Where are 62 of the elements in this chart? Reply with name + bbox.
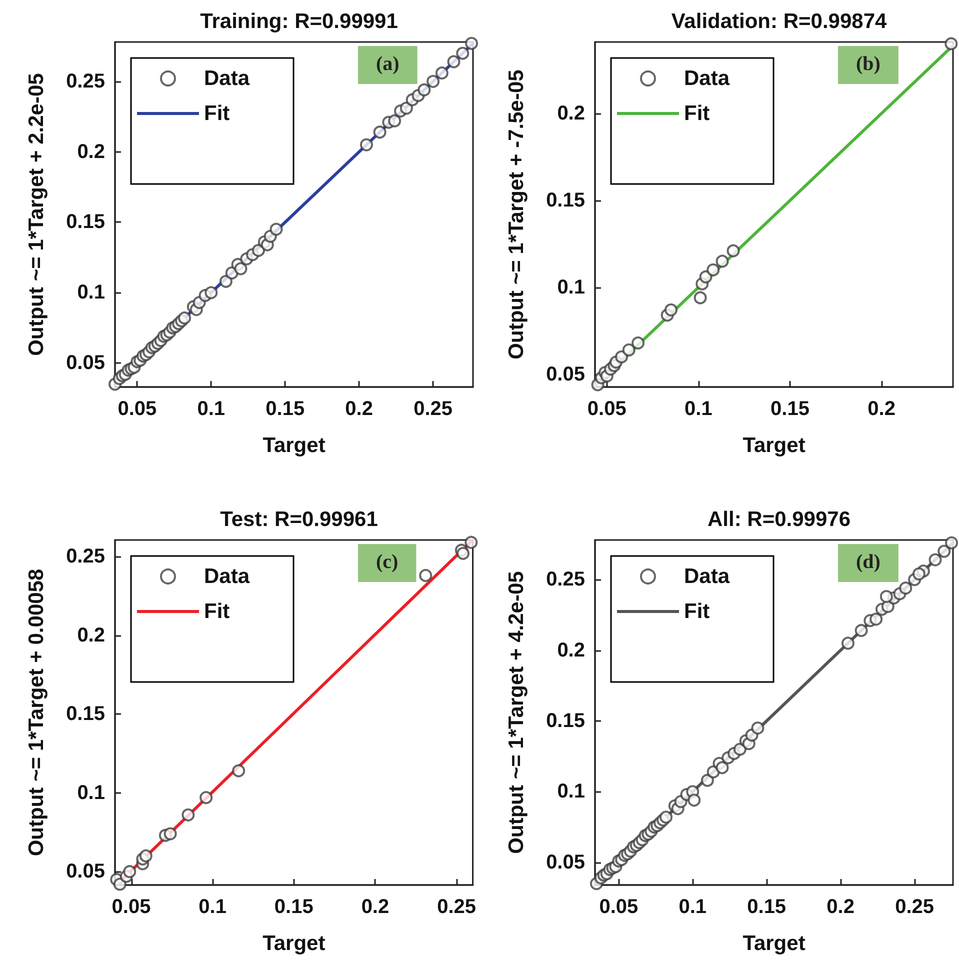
legend-label: Fit <box>204 600 230 623</box>
x-axis-title: Target <box>742 932 806 955</box>
y-axis-title: Output ~= 1*Target + 2.2e-05 <box>25 72 48 356</box>
y-tick-label: 0.05 <box>66 860 105 883</box>
x-tick-label: 0.1 <box>678 896 707 918</box>
legend-label: Fit <box>204 102 230 125</box>
legend-label: Data <box>684 565 730 588</box>
y-tick-label: 0.2 <box>77 140 105 163</box>
y-tick-label: 0.1 <box>77 782 105 804</box>
y-tick-label: 0.2 <box>77 624 105 646</box>
legend-label: Fit <box>684 600 710 623</box>
x-axis-title: Target <box>262 932 326 955</box>
y-tick-label: 0.15 <box>546 189 585 212</box>
x-tick-label: 0.2 <box>868 398 896 420</box>
annotation: (b) <box>856 53 880 75</box>
y-tick-label: 0.15 <box>66 211 105 234</box>
legend-label: Data <box>684 67 730 90</box>
legend-label: Data <box>204 565 250 588</box>
x-tick-label: 0.2 <box>345 398 373 420</box>
y-tick-label: 0.25 <box>66 546 105 568</box>
x-tick-label: 0.05 <box>587 398 626 420</box>
x-tick-label: 0.1 <box>198 896 226 918</box>
y-tick-label: 0.25 <box>546 568 585 591</box>
annotation: (c) <box>376 551 398 573</box>
y-tick-label: 0.05 <box>546 363 585 386</box>
y-tick-label: 0.2 <box>557 102 585 124</box>
y-axis-title: Output ~= 1*Target + 0.00058 <box>25 568 48 856</box>
chart-title: Test: R=0.99961 <box>220 508 378 531</box>
y-tick-label: 0.1 <box>557 276 585 298</box>
legend-label: Data <box>204 67 250 90</box>
x-axis-title: Target <box>742 434 806 457</box>
x-tick-label: 0.15 <box>266 398 305 420</box>
x-tick-label: 0.25 <box>437 896 476 918</box>
x-tick-label: 0.15 <box>770 398 810 420</box>
y-axis-title: Output ~= 1*Target + 4.2e-05 <box>505 570 528 854</box>
y-tick-label: 0.25 <box>66 70 105 92</box>
x-tick-label: 0.2 <box>361 896 390 918</box>
chart-title: Training: R=0.99991 <box>200 10 398 33</box>
chart-title: Validation: R=0.99874 <box>671 10 887 33</box>
y-tick-label: 0.1 <box>77 282 105 304</box>
x-tick-label: 0.15 <box>274 896 314 918</box>
legend-label: Fit <box>684 102 710 125</box>
annotation: (a) <box>376 53 400 75</box>
y-tick-label: 0.05 <box>546 851 585 874</box>
y-tick-label: 0.15 <box>546 710 585 732</box>
y-tick-label: 0.2 <box>557 639 585 662</box>
x-tick-label: 0.25 <box>895 896 934 918</box>
x-axis-title: Target <box>262 434 326 457</box>
x-tick-label: 0.15 <box>747 896 786 918</box>
x-tick-label: 0.1 <box>197 398 226 420</box>
x-tick-label: 0.05 <box>118 398 157 420</box>
x-tick-label: 0.2 <box>826 896 854 918</box>
x-tick-label: 0.1 <box>684 398 712 420</box>
chart-title: All: R=0.99976 <box>707 508 851 531</box>
x-tick-label: 0.05 <box>599 896 638 918</box>
y-tick-label: 0.1 <box>557 780 585 803</box>
x-tick-label: 0.05 <box>112 896 151 918</box>
y-tick-label: 0.05 <box>66 352 105 374</box>
x-tick-label: 0.25 <box>414 398 453 420</box>
annotation: (d) <box>856 551 880 573</box>
y-axis-title: Output ~= 1*Target + -7.5e-05 <box>505 69 528 360</box>
y-tick-label: 0.15 <box>66 703 105 726</box>
